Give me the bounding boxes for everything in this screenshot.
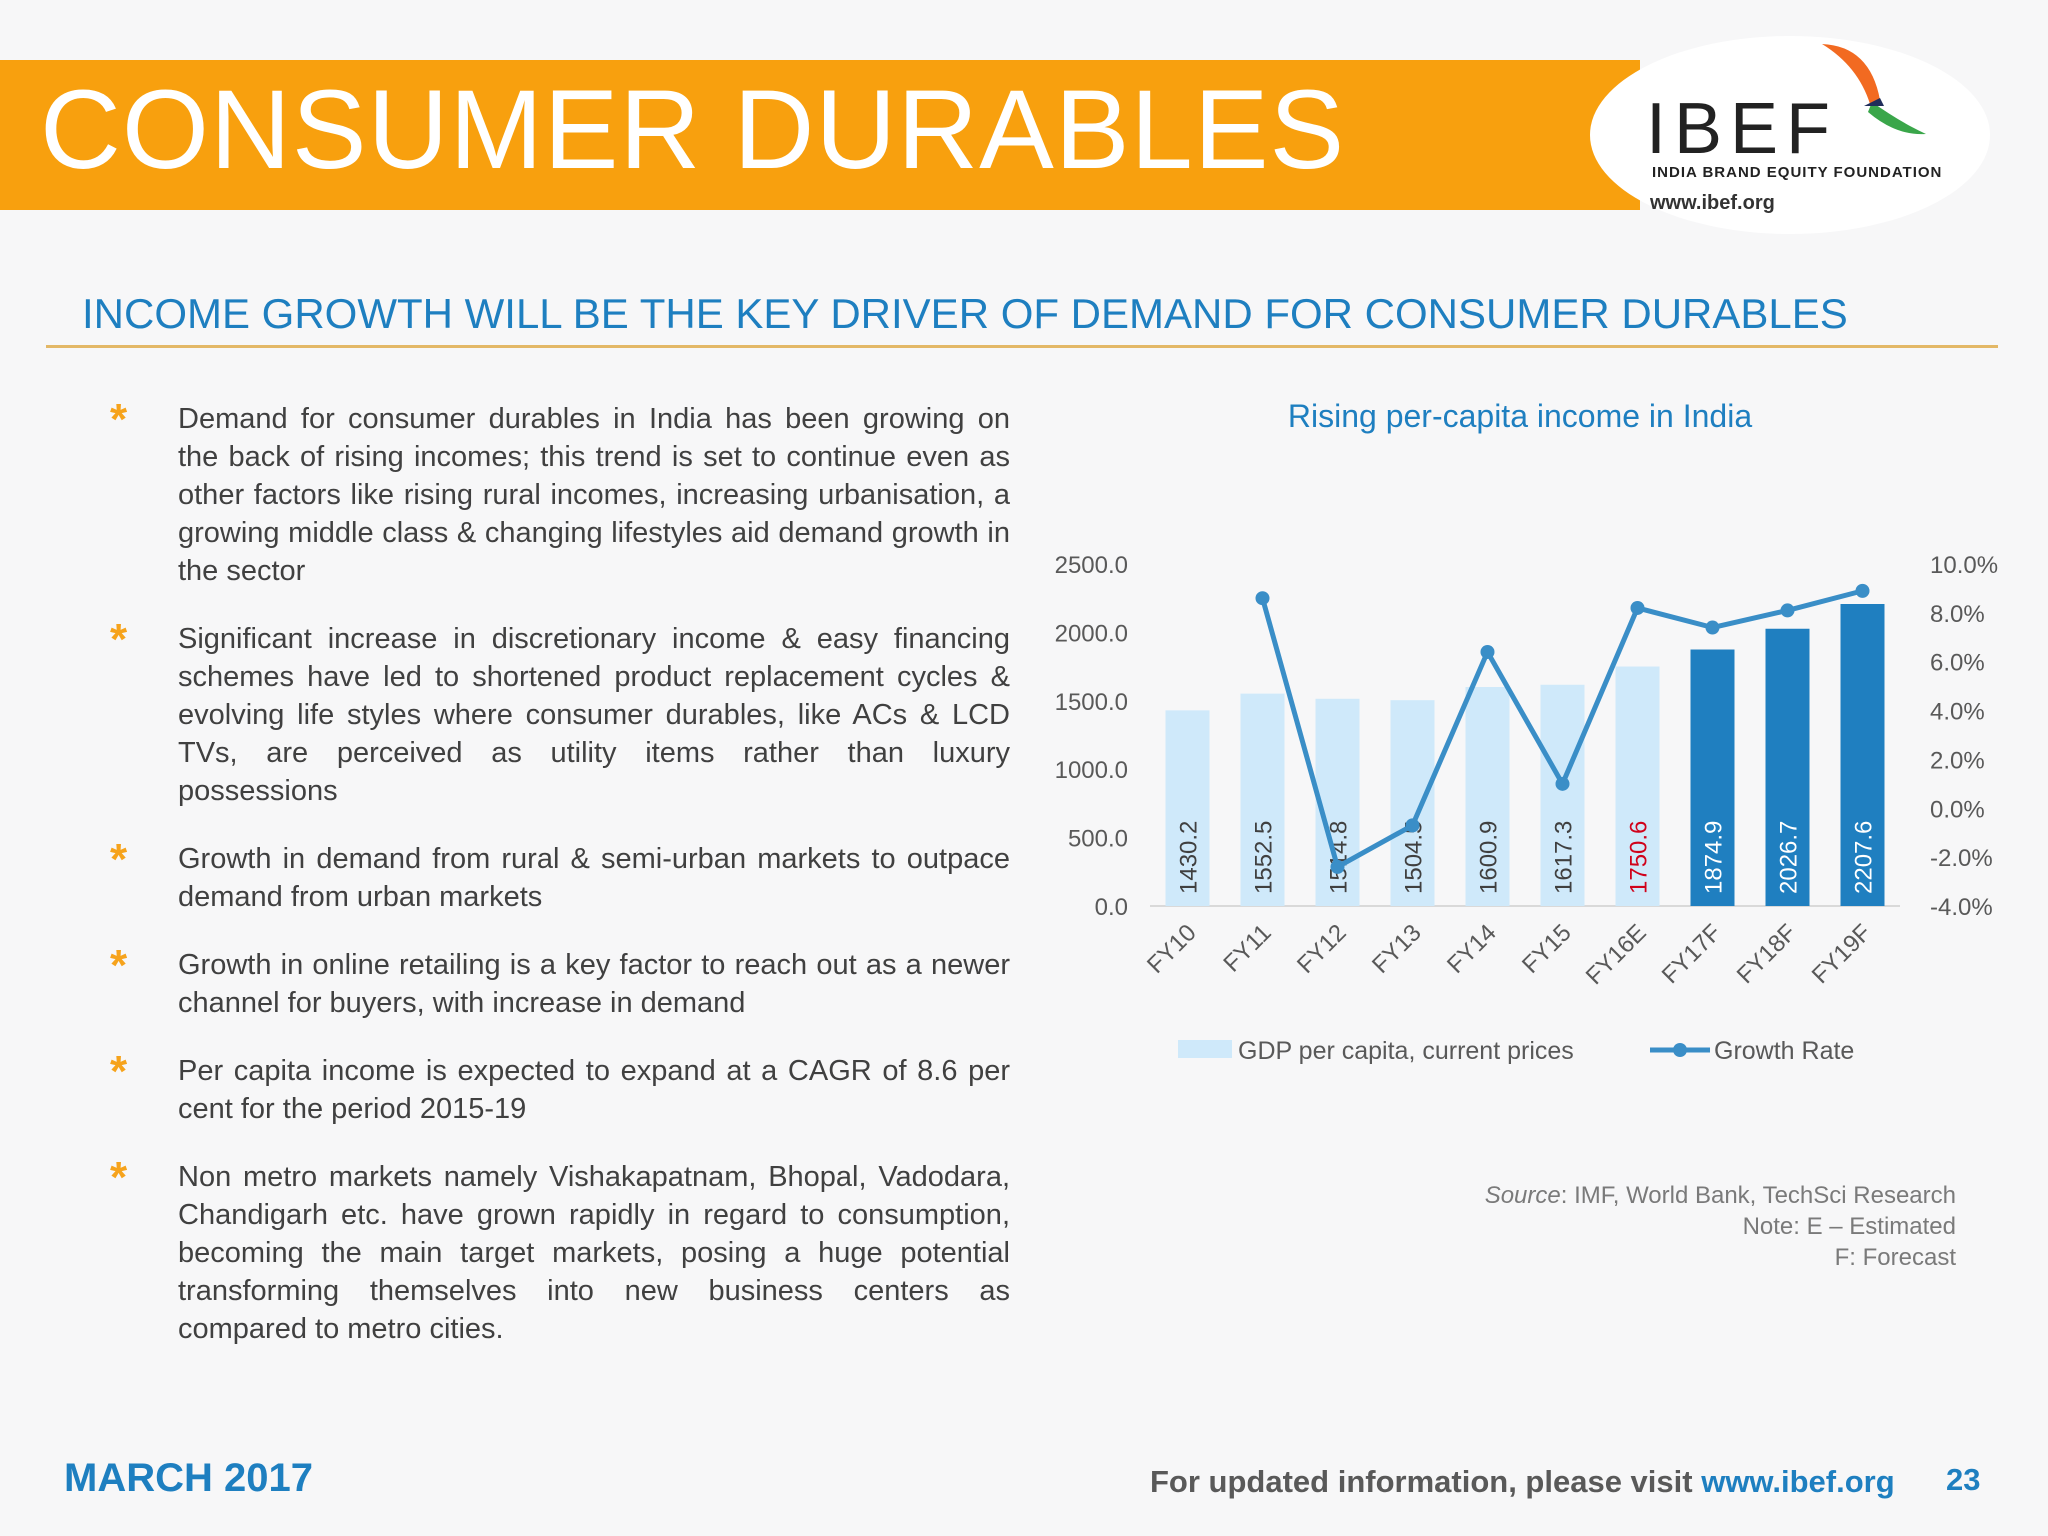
list-item: * Non metro markets namely Vishakapatnam,…	[110, 1153, 1010, 1348]
income-chart: 0.0 500.0 1000.0 1500.0 2000.0 2500.0 -4.0% -2.…	[1055, 552, 1998, 1065]
bird-icon	[1822, 44, 1926, 135]
x-tick-label: FY14	[1442, 919, 1502, 979]
growth-rate-point	[1555, 776, 1570, 791]
note-estimated: Note: E – Estimated	[1742, 1213, 1956, 1240]
bullet-text: Growth in demand from rural & semi-urban…	[178, 843, 1010, 913]
source-label: Source	[1484, 1182, 1561, 1209]
asterisk-icon: *	[110, 395, 128, 444]
growth-rate-point	[1780, 603, 1795, 618]
bullet-text: Demand for consumer durables in India ha…	[178, 403, 1010, 587]
x-tick-label: FY12	[1292, 919, 1352, 979]
bullet-text: Growth in online retailing is a key fact…	[178, 949, 1010, 1019]
page-number: 23	[1946, 1462, 1981, 1497]
chart-title: Rising per-capita income in India	[1287, 398, 1753, 434]
list-item: * Growth in demand from rural & semi-urba…	[110, 835, 1010, 916]
source-notes: Source: IMF, World Bank, TechSci Researc…	[1350, 1180, 1956, 1273]
growth-rate-point	[1855, 583, 1870, 598]
bullet-text: Significant increase in discretionary in…	[178, 623, 1010, 807]
footer-visit: For updated information, please visit ww…	[1150, 1464, 1895, 1500]
growth-rate-point	[1630, 600, 1645, 615]
x-tick-label: FY13	[1367, 919, 1427, 979]
heading-divider	[46, 345, 1998, 348]
y-right-tick-label: -4.0%	[1930, 894, 1993, 921]
x-tick-label: FY10	[1142, 919, 1202, 979]
x-tick-label: FY19F	[1807, 919, 1877, 989]
bar	[1615, 666, 1660, 906]
x-tick-label: FY18F	[1732, 919, 1802, 989]
legend-label-growth: Growth Rate	[1714, 1037, 1854, 1065]
y-left-tick-label: 2500.0	[1055, 552, 1128, 579]
y-left-tick-label: 1000.0	[1055, 757, 1128, 784]
y-left-tick-label: 1500.0	[1055, 689, 1128, 716]
list-item: * Growth in online retailing is a key fac…	[110, 941, 1010, 1022]
bar-data-label: 1552.5	[1251, 821, 1278, 894]
y-left-tick-label: 500.0	[1068, 826, 1128, 853]
y-right-tick-label: 0.0%	[1930, 796, 1985, 823]
y-right-tick-label: 10.0%	[1930, 552, 1998, 579]
list-item: * Significant increase in discretionary i…	[110, 615, 1010, 810]
growth-rate-point	[1255, 591, 1270, 606]
bar-data-label: 1430.2	[1176, 821, 1203, 894]
bar	[1390, 700, 1435, 906]
bar-data-label: 1750.6	[1626, 821, 1653, 894]
bar	[1840, 604, 1885, 906]
source-line: Source: IMF, World Bank, TechSci Researc…	[1350, 1180, 1956, 1211]
y-left-tick-label: 2000.0	[1055, 620, 1128, 647]
bar	[1765, 628, 1810, 906]
x-tick-label: FY17F	[1657, 919, 1727, 989]
growth-rate-point	[1480, 644, 1495, 659]
title-banner	[0, 60, 1640, 210]
note-forecast: F: Forecast	[1834, 1244, 1956, 1271]
growth-rate-point	[1330, 859, 1345, 874]
logo-text: IBEF	[1646, 89, 1839, 169]
bar-data-label: 2207.6	[1851, 821, 1878, 894]
bar-data-label: 1504.5	[1401, 821, 1428, 894]
bar	[1690, 649, 1735, 906]
bar	[1465, 686, 1510, 906]
bar-data-label: 2026.7	[1776, 821, 1803, 894]
logo-url[interactable]: www.ibef.org	[1650, 192, 1775, 214]
y-left-tick-label: 0.0	[1095, 894, 1128, 921]
list-item: * Per capita income is expected to expand…	[110, 1047, 1010, 1128]
x-tick-label: FY11	[1218, 919, 1276, 977]
ibef-logo[interactable]: IBEF INDIA BRAND EQUITY FOUNDATION	[1590, 36, 1990, 234]
bar-data-label: 1874.9	[1701, 821, 1728, 894]
logo-subtitle: INDIA BRAND EQUITY FOUNDATION	[1652, 164, 1943, 181]
y-right-tick-label: -2.0%	[1930, 845, 1993, 872]
legend-swatch-gdp	[1178, 1040, 1232, 1058]
bar	[1165, 710, 1210, 906]
list-item: * Demand for consumer durables in India h…	[110, 395, 1010, 590]
growth-rate-point	[1405, 818, 1420, 833]
asterisk-icon: *	[110, 615, 128, 664]
asterisk-icon: *	[110, 835, 128, 884]
footer-date: MARCH 2017	[64, 1456, 313, 1500]
y-right-tick-label: 8.0%	[1930, 601, 1985, 628]
bar-data-label: 1600.9	[1476, 821, 1503, 894]
y-right-tick-label: 2.0%	[1930, 747, 1985, 774]
asterisk-icon: *	[110, 1047, 128, 1096]
logo-oval	[1590, 36, 1990, 234]
y-right-tick-label: 6.0%	[1930, 650, 1985, 677]
page-title: CONSUMER DURABLES	[40, 67, 1346, 192]
bar	[1240, 693, 1285, 906]
bullet-list: * Demand for consumer durables in India h…	[110, 395, 1010, 1378]
bar	[1540, 684, 1585, 906]
x-tick-label: FY15	[1517, 919, 1577, 979]
section-heading: INCOME GROWTH WILL BE THE KEY DRIVER OF …	[82, 290, 1848, 337]
footer-link[interactable]: www.ibef.org	[1701, 1464, 1895, 1499]
bullet-text: Per capita income is expected to expand …	[178, 1055, 1010, 1125]
growth-rate-point	[1705, 620, 1720, 635]
footer-visit-text: For updated information, please visit	[1150, 1464, 1702, 1499]
legend-marker-growth	[1673, 1043, 1687, 1057]
asterisk-icon: *	[110, 941, 128, 990]
asterisk-icon: *	[110, 1153, 128, 1202]
legend-label-gdp: GDP per capita, current prices	[1238, 1037, 1574, 1065]
x-tick-label: FY16E	[1581, 919, 1652, 990]
source-text: : IMF, World Bank, TechSci Research	[1560, 1182, 1956, 1209]
y-right-tick-label: 4.0%	[1930, 699, 1985, 726]
bullet-text: Non metro markets namely Vishakapatnam, …	[178, 1161, 1010, 1345]
bar-data-label: 1617.3	[1551, 821, 1578, 894]
